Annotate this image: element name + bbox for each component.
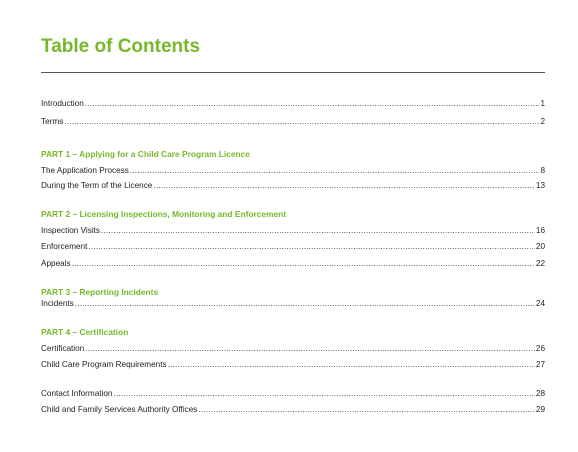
toc-entry-application-process[interactable]: The Application Process 8: [41, 165, 545, 177]
dot-leader: [168, 359, 535, 371]
section-heading-part-1[interactable]: PART 1 – Applying for a Child Care Progr…: [41, 149, 250, 159]
toc-entry-program-requirements[interactable]: Child Care Program Requirements 27: [41, 359, 545, 371]
toc-entry-enforcement[interactable]: Enforcement 20: [41, 241, 545, 253]
dot-leader: [75, 298, 535, 310]
toc-entry-introduction[interactable]: Introduction 1: [41, 98, 545, 110]
toc-entry-term-of-licence[interactable]: During the Term of the Licence 13: [41, 180, 545, 192]
toc-entry-page: 8: [540, 166, 545, 175]
section-heading-part-2[interactable]: PART 2 – Licensing Inspections, Monitori…: [41, 209, 287, 219]
toc-entry-contact-information[interactable]: Contact Information 28: [41, 388, 545, 400]
dot-leader: [101, 225, 535, 237]
toc-entry-label: Introduction: [41, 99, 84, 108]
toc-entry-page: 16: [535, 226, 545, 235]
toc-entry-page: 27: [535, 360, 545, 369]
toc-entry-terms[interactable]: Terms 2: [41, 116, 545, 128]
dot-leader: [64, 116, 539, 128]
toc-entry-page: 20: [535, 242, 545, 251]
toc-entry-label: Child Care Program Requirements: [41, 360, 167, 369]
toc-entry-page: 13: [535, 181, 545, 190]
toc-entry-label: Incidents: [41, 299, 74, 308]
section-heading-part-4[interactable]: PART 4 – Certification: [41, 327, 129, 337]
toc-entry-incidents[interactable]: Incidents 24: [41, 298, 545, 310]
toc-entry-appeals[interactable]: Appeals 22: [41, 258, 545, 270]
dot-leader: [72, 258, 535, 270]
dot-leader: [88, 241, 534, 253]
toc-entry-label: Inspection Visits: [41, 226, 101, 235]
toc-entry-label: The Application Process: [41, 166, 129, 175]
toc-entry-label: Terms: [41, 117, 64, 126]
toc-entry-page: 1: [540, 99, 545, 108]
dot-leader: [85, 98, 540, 110]
toc-entry-label: Child and Family Services Authority Offi…: [41, 405, 198, 414]
toc-entry-page: 28: [535, 389, 545, 398]
section-heading-part-3[interactable]: PART 3 – Reporting Incidents: [41, 287, 159, 297]
title-divider: [41, 72, 545, 73]
dot-leader: [198, 404, 535, 416]
toc-entry-authority-offices[interactable]: Child and Family Services Authority Offi…: [41, 404, 545, 416]
dot-leader: [130, 165, 540, 177]
toc-entry-inspection-visits[interactable]: Inspection Visits 16: [41, 225, 545, 237]
dot-leader: [85, 343, 535, 355]
dot-leader: [113, 388, 534, 400]
toc-entry-certification[interactable]: Certification 26: [41, 343, 545, 355]
dot-leader: [153, 180, 535, 192]
page-title: Table of Contents: [41, 36, 201, 57]
toc-entry-label: During the Term of the Licence: [41, 181, 153, 190]
toc-entry-label: Contact Information: [41, 389, 113, 398]
toc-entry-page: 2: [540, 117, 545, 126]
toc-entry-label: Enforcement: [41, 242, 88, 251]
toc-entry-page: 24: [535, 299, 545, 308]
toc-entry-page: 26: [535, 344, 545, 353]
toc-entry-page: 22: [535, 259, 545, 268]
toc-entry-page: 29: [535, 405, 545, 414]
toc-entry-label: Certification: [41, 344, 85, 353]
toc-entry-label: Appeals: [41, 259, 71, 268]
